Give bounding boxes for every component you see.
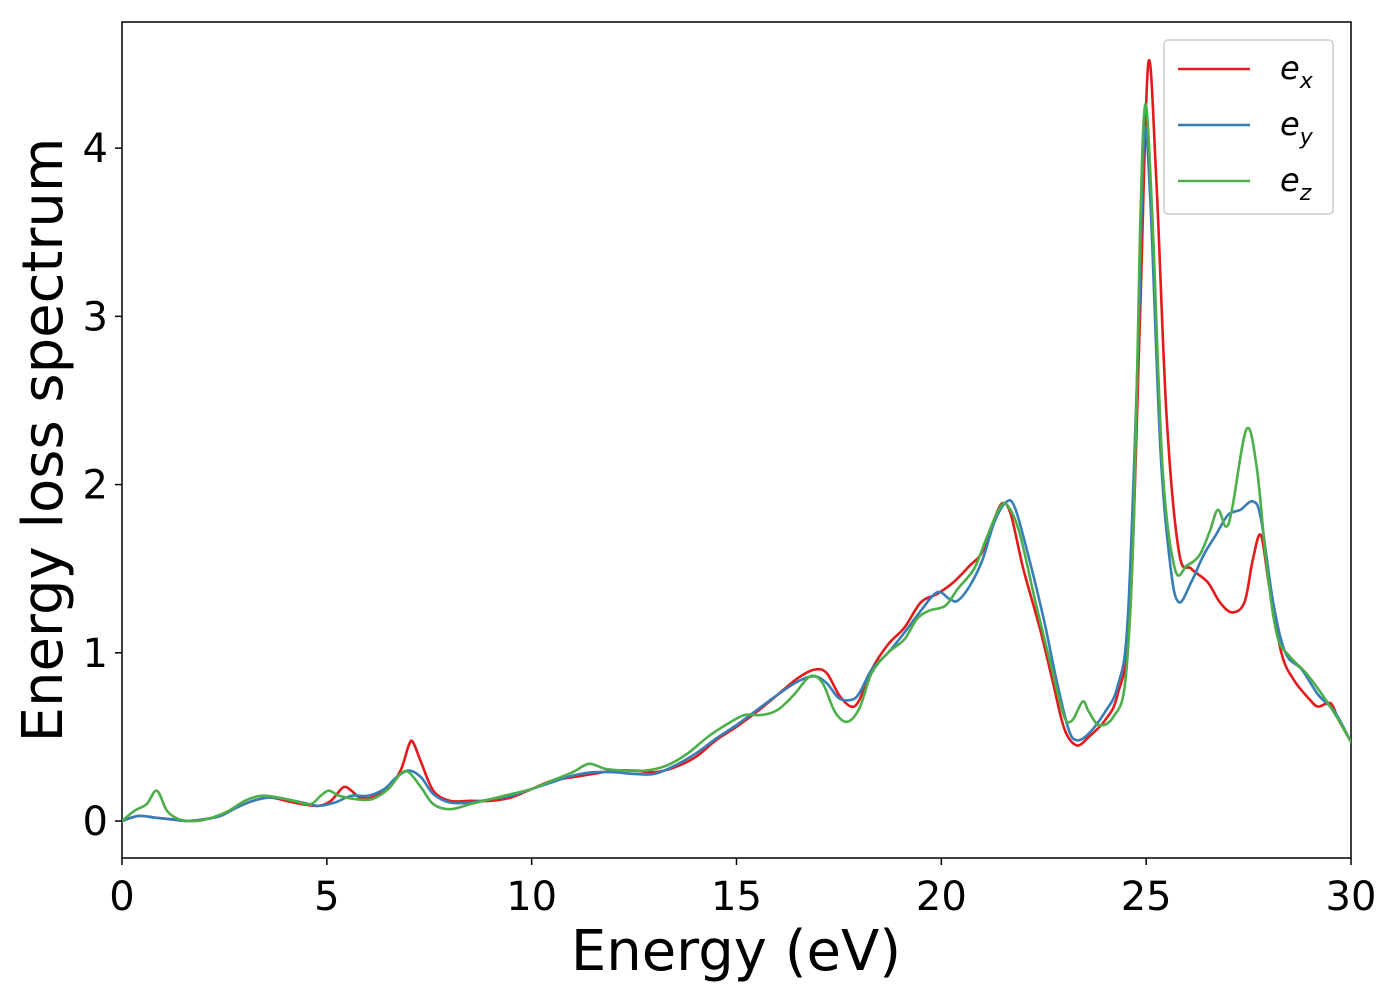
y-tick-label: 1 (83, 631, 108, 677)
legend-label-y: ey (1280, 105, 1314, 150)
legend: ex ey ez (1163, 39, 1334, 215)
x-tick-label: 15 (711, 874, 762, 920)
legend-label-x: ex (1280, 49, 1314, 94)
series-line-e-x (122, 59, 1351, 823)
legend-label-z: ez (1280, 161, 1312, 206)
x-tick-label: 25 (1121, 874, 1172, 920)
x-tick-label: 5 (314, 874, 339, 920)
x-axis-title: Energy (eV) (571, 919, 901, 984)
y-axis-title: Energy loss spectrum (11, 138, 76, 743)
series-layer (122, 59, 1351, 823)
legend-box (1163, 39, 1334, 215)
x-tick-label: 30 (1326, 874, 1377, 920)
y-tick-label: 3 (83, 294, 108, 340)
y-tick-label: 0 (83, 799, 108, 845)
y-tick-label: 2 (83, 463, 108, 509)
x-tick-label: 20 (916, 874, 967, 920)
x-tick-label: 10 (506, 874, 557, 920)
axis-layer: 0 5 10 15 20 25 30 0 1 2 3 4 (83, 126, 1377, 920)
series-line-e-z (122, 103, 1351, 823)
x-tick-label: 0 (109, 874, 134, 920)
y-tick-label: 4 (83, 126, 108, 172)
series-line-e-y (122, 127, 1351, 823)
